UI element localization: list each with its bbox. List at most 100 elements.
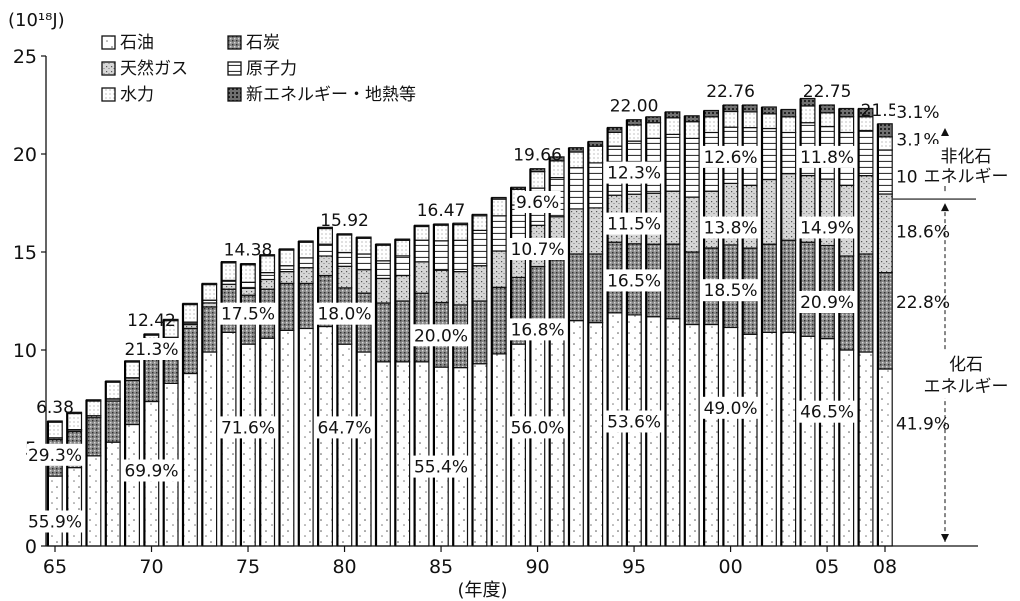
- bar-segment-newenergy-1969: [124, 360, 140, 363]
- percent-label-1965-0: 55.9%: [28, 513, 82, 533]
- percent-label-2008-27: 22.8%: [896, 293, 950, 313]
- bar-segment-coal-2002: [761, 243, 777, 333]
- percent-label-1965-1: 29.3%: [28, 446, 82, 466]
- bar-segment-nuclear-2003: [780, 131, 797, 175]
- bar-segment-nuclear-1983: [394, 255, 411, 277]
- bar-segment-hydro-1982: [375, 244, 391, 262]
- legend-swatch-oil: [101, 35, 116, 50]
- bar-segment-coal-1977: [278, 282, 295, 331]
- total-label-2005: 22.75: [803, 82, 852, 102]
- bar-segment-nuclear-1986: [452, 239, 469, 273]
- percent-label-1970-2: 69.9%: [124, 462, 178, 482]
- percent-label-1995-14: 53.6%: [607, 413, 661, 433]
- percent-label-bg-3: [123, 338, 180, 360]
- percent-label-2000-21: 12.6%: [704, 148, 758, 168]
- bar-segment-hydro-1979: [317, 227, 334, 245]
- bar-segment-gas-1998: [684, 196, 700, 253]
- fossil-label-line1: 化石: [949, 355, 983, 375]
- fossil-arrow-down-icon: [941, 534, 949, 542]
- percent-label-bg-20: [702, 216, 759, 239]
- bar-segment-hydro-1968: [105, 381, 121, 400]
- bar-segment-newenergy-1968: [105, 380, 121, 383]
- bar-segment-oil-1998: [684, 323, 700, 547]
- bar-segment-oil-1992: [568, 320, 584, 547]
- bar-segment-newenergy-1973: [201, 282, 218, 286]
- bar-segment-oil-2004: [799, 335, 816, 547]
- legend-label-newenergy: 新エネルギー・地熱等: [246, 85, 416, 105]
- percent-label-bg-16: [606, 212, 663, 235]
- percent-label-bg-31: [895, 100, 941, 123]
- percent-label-2000-18: 49.0%: [704, 399, 758, 419]
- bar-segment-oil-1967: [85, 455, 102, 547]
- bar-segment-coal-1992: [568, 253, 584, 322]
- bar-segment-gas-1993: [587, 207, 604, 255]
- bar-segment-nuclear-1982: [375, 260, 391, 279]
- bar-segment-newenergy-1970: [143, 333, 160, 336]
- total-label-1990: 19.66: [513, 146, 562, 166]
- bar-segment-gas-1976: [259, 278, 276, 290]
- bar-segment-hydro-1977: [278, 249, 295, 267]
- bar-segment-newenergy-1992: [568, 147, 584, 153]
- bar-segment-coal-1983: [394, 300, 411, 363]
- bar-segment-nuclear-1993: [587, 162, 604, 209]
- bar-segment-gas-1985: [433, 269, 449, 304]
- percent-label-2005-24: 14.9%: [800, 219, 854, 239]
- bar-segment-hydro-1998: [684, 121, 700, 139]
- bar-segment-gas-1984: [414, 261, 430, 294]
- bar-segment-newenergy-1993: [587, 140, 604, 147]
- bar-segment-gas-1992: [568, 208, 584, 255]
- bar-segment-oil-2000: [722, 326, 739, 547]
- bar-segment-newenergy-1980: [336, 233, 353, 236]
- percent-label-bg-4: [220, 416, 276, 439]
- bar-segment-oil-2007: [857, 351, 874, 547]
- bar-segment-newenergy-2005: [819, 104, 835, 114]
- bar-segment-hydro-1990: [529, 171, 546, 189]
- bar-segment-oil-2005: [819, 338, 835, 547]
- nonfossil-label-bg: [918, 144, 1014, 186]
- percent-label-2005-25: 11.8%: [800, 148, 854, 168]
- bar-segment-nuclear-1979: [317, 243, 334, 257]
- bar-segment-oil-1975: [240, 343, 256, 547]
- bar-segment-oil-1966: [66, 467, 83, 547]
- bar-segment-oil-1973: [201, 351, 218, 547]
- x-tick-label-90: 90: [525, 556, 549, 578]
- percent-label-bg-18: [702, 396, 759, 419]
- legend-label-hydro: 水力: [120, 85, 154, 105]
- bar-segment-coal-1978: [298, 282, 314, 330]
- bar-segment-hydro-1967: [85, 400, 102, 417]
- percent-label-bg-28: [895, 220, 951, 243]
- x-tick-label-80: 80: [332, 556, 356, 578]
- bar-segment-coal-2003: [780, 239, 797, 333]
- bar-segment-coal-1972: [182, 327, 198, 375]
- bar-segment-newenergy-1989: [510, 186, 527, 190]
- bar-segment-oil-1968: [105, 441, 121, 547]
- percent-label-bg-19: [702, 279, 759, 302]
- bar-segment-newenergy-1998: [684, 115, 700, 123]
- percent-label-bg-12: [509, 238, 566, 260]
- bar-segment-hydro-1986: [452, 224, 469, 241]
- bar-segment-gas-2008: [877, 193, 893, 274]
- bar-segment-hydro-1985: [433, 224, 449, 242]
- bar-segment-newenergy-1982: [375, 243, 391, 246]
- percent-label-bg-27: [895, 291, 951, 313]
- bar-segment-hydro-1996: [645, 121, 662, 139]
- percent-label-1995-17: 12.3%: [607, 164, 661, 184]
- bar-segment-newenergy-1981: [356, 236, 372, 239]
- bar-segment-hydro-2005: [819, 112, 835, 128]
- percent-label-bg-1: [27, 443, 83, 466]
- bar-segment-hydro-2002: [761, 113, 777, 130]
- percent-label-bg-24: [799, 216, 856, 239]
- percent-label-1975-5: 17.5%: [221, 305, 275, 325]
- percent-label-bg-11: [509, 318, 566, 341]
- percent-label-bg-10: [509, 416, 566, 439]
- percent-label-bg-26: [895, 412, 951, 435]
- bar-segment-newenergy-1986: [452, 222, 469, 226]
- bar-segment-oil-1978: [298, 327, 314, 547]
- bar-segment-newenergy-1996: [645, 116, 662, 124]
- x-axis-label: (年度): [458, 580, 508, 601]
- percent-label-2008-31: 3.1%: [896, 103, 939, 123]
- percent-label-bg-0: [27, 510, 83, 533]
- percent-label-2000-19: 18.5%: [704, 281, 758, 301]
- bar-segment-oil-1974: [221, 331, 237, 547]
- bar-segment-hydro-1999: [703, 116, 719, 134]
